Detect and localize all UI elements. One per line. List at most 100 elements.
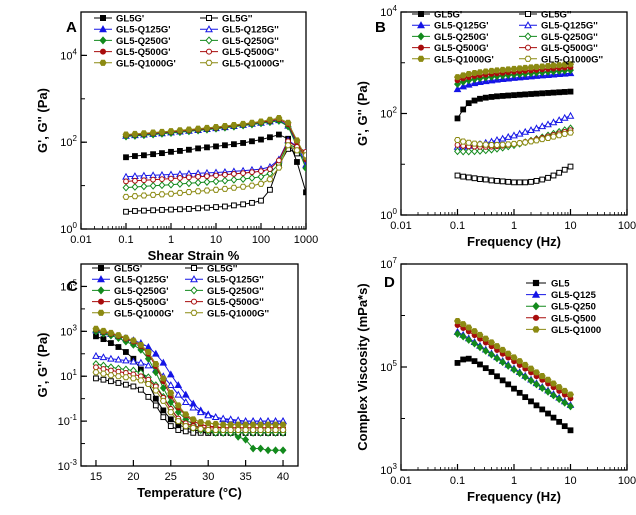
data-point <box>561 61 569 68</box>
data-point <box>242 427 250 434</box>
data-point <box>476 331 484 338</box>
data-point <box>248 182 256 189</box>
data-point <box>499 93 506 99</box>
data-point <box>144 380 152 388</box>
data-point <box>99 370 107 377</box>
data-point <box>515 129 524 137</box>
data-point <box>498 134 507 142</box>
data-point <box>231 202 237 209</box>
data-point <box>167 423 174 429</box>
legend-label: GL5-Q250G'' <box>222 36 279 47</box>
data-point <box>239 183 247 190</box>
data-point <box>234 427 242 434</box>
data-point <box>505 381 512 388</box>
data-point <box>186 174 192 181</box>
data-point <box>168 175 174 182</box>
legend-marker <box>525 44 531 51</box>
data-point <box>459 147 467 156</box>
data-point <box>257 421 265 428</box>
data-point <box>482 146 490 155</box>
data-point <box>93 364 99 371</box>
data-point <box>465 324 473 331</box>
data-point <box>107 372 115 379</box>
data-point <box>556 89 563 96</box>
data-point <box>555 62 563 69</box>
data-point <box>248 173 256 182</box>
data-point <box>99 327 107 334</box>
data-point <box>471 147 478 156</box>
legend-marker <box>524 21 532 29</box>
data-point <box>152 402 159 409</box>
data-point <box>527 126 535 134</box>
data-point <box>150 207 156 214</box>
data-point <box>132 208 138 214</box>
data-point <box>550 380 557 387</box>
data-point <box>152 387 160 394</box>
data-point <box>516 358 524 365</box>
data-point <box>549 118 558 126</box>
legend-marker <box>532 302 540 311</box>
data-point <box>465 174 472 181</box>
legend-label: GL5-Q250G' <box>114 286 169 297</box>
data-point <box>212 186 220 193</box>
data-point <box>555 132 563 139</box>
data-point <box>141 152 147 159</box>
data-point <box>159 358 168 366</box>
data-point <box>521 139 529 146</box>
data-point <box>131 193 139 200</box>
data-point <box>516 389 523 396</box>
data-point <box>460 106 467 113</box>
data-point <box>194 178 202 187</box>
data-point <box>159 383 167 392</box>
data-point <box>482 346 490 355</box>
legend-marker <box>191 298 197 305</box>
data-point <box>168 206 174 213</box>
data-point <box>504 361 512 370</box>
y-tick-label: 102 <box>60 134 77 149</box>
data-point <box>137 386 144 393</box>
data-point <box>185 126 193 133</box>
data-point <box>132 177 138 184</box>
data-point <box>453 85 462 93</box>
data-point <box>504 66 512 73</box>
legend-marker <box>532 314 540 321</box>
legend-label: GL5-Q250 <box>551 302 596 313</box>
data-point <box>100 376 107 383</box>
data-point <box>258 197 264 204</box>
data-point <box>460 356 467 363</box>
data-point <box>140 182 148 191</box>
data-point <box>114 373 122 380</box>
data-point <box>488 369 495 375</box>
data-point <box>129 357 138 365</box>
data-point <box>476 146 484 155</box>
data-point <box>230 184 238 191</box>
legend-label: GL5-Q500G'' <box>207 297 264 308</box>
data-point <box>181 390 190 398</box>
data-point <box>459 77 467 86</box>
legend-marker <box>190 309 198 316</box>
data-point <box>166 370 175 378</box>
data-point <box>174 402 182 409</box>
data-point <box>257 172 265 181</box>
data-point <box>150 151 156 158</box>
data-point <box>561 130 569 137</box>
data-point <box>131 183 139 191</box>
data-point <box>240 140 246 146</box>
legend-marker <box>524 55 532 62</box>
data-point <box>212 177 220 186</box>
data-point <box>152 361 160 368</box>
data-point <box>159 176 165 183</box>
data-point <box>137 377 145 384</box>
data-point <box>213 172 219 179</box>
series-GL5-Q1000Gp <box>92 325 287 428</box>
legend-marker <box>99 59 107 66</box>
data-point <box>204 144 210 151</box>
legend-label: GL5G'' <box>222 14 252 25</box>
legend-marker <box>417 21 425 29</box>
y-axis-label: G', G'' (Pa) <box>35 333 50 398</box>
data-point <box>185 179 193 188</box>
x-tick-label: 0.01 <box>390 220 411 232</box>
x-tick-label: 25 <box>165 471 177 483</box>
data-point <box>471 140 478 147</box>
x-tick-label: 100 <box>618 475 636 487</box>
